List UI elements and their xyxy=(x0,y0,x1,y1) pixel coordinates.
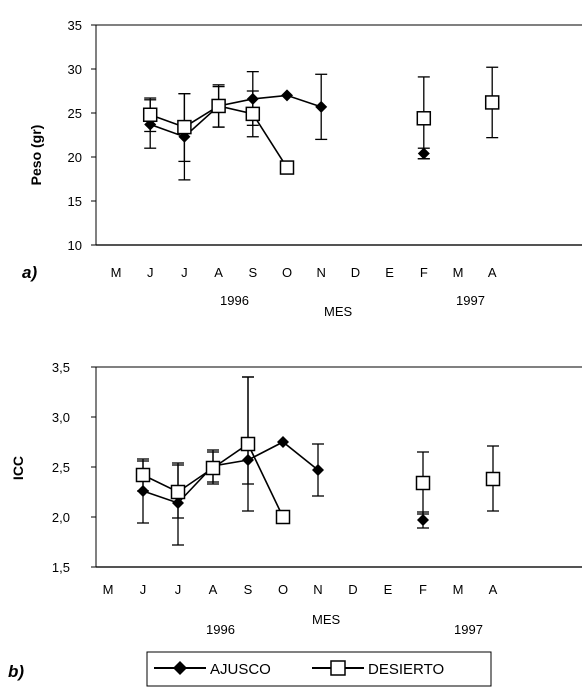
x-tick-label-b-10: M xyxy=(453,582,464,597)
x-tick-label-b-8: E xyxy=(384,582,393,597)
point-desierto-a-4 xyxy=(245,106,261,122)
x-tick-label-a-0: M xyxy=(111,265,122,280)
series-line-ajusco-b xyxy=(142,441,319,504)
y-tick-label-b-3: 3,0 xyxy=(52,410,70,425)
x-tick-label-a-8: E xyxy=(385,265,394,280)
y-tick-label-a-4: 30 xyxy=(68,62,82,77)
y-tick-label-b-4: 3,5 xyxy=(52,360,70,375)
x-tick-label-b-6: N xyxy=(313,582,322,597)
point-desierto-b-2 xyxy=(170,484,186,500)
x-tick-label-b-5: O xyxy=(278,582,288,597)
y-tick-label-a-0: 10 xyxy=(68,238,82,253)
x-tick-label-b-9: F xyxy=(419,582,427,597)
y-tick-label-a-5: 35 xyxy=(68,18,82,33)
series-marks-a xyxy=(142,66,500,181)
x-tick-label-a-10: M xyxy=(453,265,464,280)
point-desierto-b-1 xyxy=(135,467,151,483)
y-tick-labels-a: 10 15 20 25 30 35 xyxy=(68,18,582,253)
year-label-a-1996: 1996 xyxy=(220,293,249,308)
x-tick-label-a-4: S xyxy=(248,265,257,280)
x-tick-label-b-11: A xyxy=(489,582,498,597)
point-desierto-a-3 xyxy=(211,98,226,114)
point-desierto-a-5 xyxy=(279,160,295,175)
legend: AJUSCO DESIERTO xyxy=(146,651,492,687)
year-label-b-1997: 1997 xyxy=(454,622,483,637)
point-desierto-a-1 xyxy=(142,107,158,123)
y-axis-title-a: Peso (gr) xyxy=(28,125,44,186)
year-label-a-1997: 1997 xyxy=(456,293,485,308)
x-tick-label-a-2: J xyxy=(181,265,188,280)
series-line-ajusco-a xyxy=(149,94,322,138)
point-ajusco-a-6 xyxy=(315,100,328,113)
y-tick-label-b-2: 2,5 xyxy=(52,460,70,475)
year-label-b-1996: 1996 xyxy=(206,622,235,637)
y-axis-title-b: ICC xyxy=(10,456,26,480)
x-tick-label-b-2: J xyxy=(175,582,182,597)
point-desierto-b-3 xyxy=(205,460,221,476)
x-tick-label-b-0: M xyxy=(103,582,114,597)
point-desierto-b-9 xyxy=(415,475,431,491)
panel-label-a: a) xyxy=(22,263,37,282)
x-tick-label-b-7: D xyxy=(348,582,357,597)
point-desierto-b-11 xyxy=(485,471,501,487)
point-desierto-a-9 xyxy=(416,111,432,126)
legend-label-desierto: DESIERTO xyxy=(368,661,444,678)
point-desierto-b-5 xyxy=(275,509,291,525)
y-tick-label-a-1: 15 xyxy=(68,194,82,209)
point-desierto-b-4 xyxy=(240,436,256,452)
point-ajusco-b-6 xyxy=(312,464,324,476)
x-tick-label-a-9: F xyxy=(420,265,428,280)
point-ajusco-a-5 xyxy=(281,89,293,102)
x-tick-label-a-1: J xyxy=(147,265,154,280)
x-tick-label-b-4: S xyxy=(244,582,253,597)
y-tick-label-a-3: 25 xyxy=(68,106,82,121)
x-tick-label-b-1: J xyxy=(140,582,147,597)
x-tick-label-a-11: A xyxy=(488,265,497,280)
point-desierto-a-2 xyxy=(177,119,192,135)
y-tick-label-b-0: 1,5 xyxy=(52,560,70,575)
x-tick-label-a-5: O xyxy=(282,265,292,280)
legend-label-ajusco: AJUSCO xyxy=(210,661,271,678)
x-tick-label-b-3: A xyxy=(209,582,218,597)
y-tick-label-b-1: 2,0 xyxy=(52,510,70,525)
panel-label-b: b) xyxy=(8,662,24,681)
legend-marker-desierto xyxy=(330,660,346,676)
x-tick-label-a-3: A xyxy=(214,265,223,280)
y-tick-label-a-2: 20 xyxy=(68,150,82,165)
x-axis-title-a: MES xyxy=(324,304,353,319)
x-tick-label-a-7: D xyxy=(351,265,360,280)
point-desierto-a-11 xyxy=(484,95,500,110)
x-tick-label-a-6: N xyxy=(317,265,326,280)
x-axis-title-b: MES xyxy=(312,612,341,627)
series-marks-b xyxy=(135,376,501,546)
point-ajusco-b-5 xyxy=(277,436,289,448)
point-ajusco-b-9 xyxy=(417,514,429,526)
legend-marker-ajusco xyxy=(173,661,187,675)
